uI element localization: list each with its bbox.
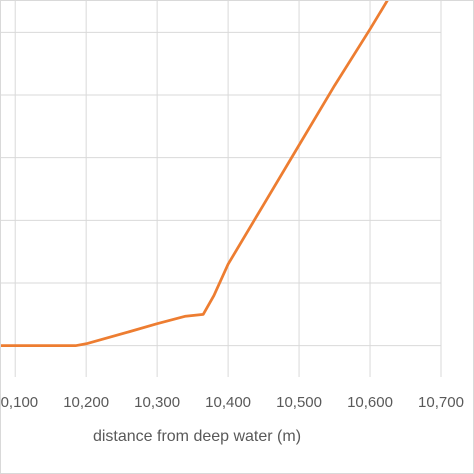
grid-lines bbox=[1, 1, 442, 377]
x-tick-label: 10,700 bbox=[418, 394, 464, 411]
x-tick-label: 10,400 bbox=[205, 394, 251, 411]
x-tick-label: 10,100 bbox=[1, 394, 38, 411]
x-tick-label: 10,200 bbox=[63, 394, 109, 411]
series-line bbox=[1, 1, 389, 348]
x-tick-label: 10,500 bbox=[276, 394, 322, 411]
x-tick-label: 10,300 bbox=[134, 394, 180, 411]
x-axis-title: distance from deep water (m) bbox=[93, 428, 301, 445]
x-axis-tick-labels: 10,100 10,200 10,300 10,400 10,500 10,600 10,7… bbox=[1, 394, 464, 411]
x-tick-label: 10,600 bbox=[347, 394, 393, 411]
plot-area bbox=[1, 1, 389, 348]
